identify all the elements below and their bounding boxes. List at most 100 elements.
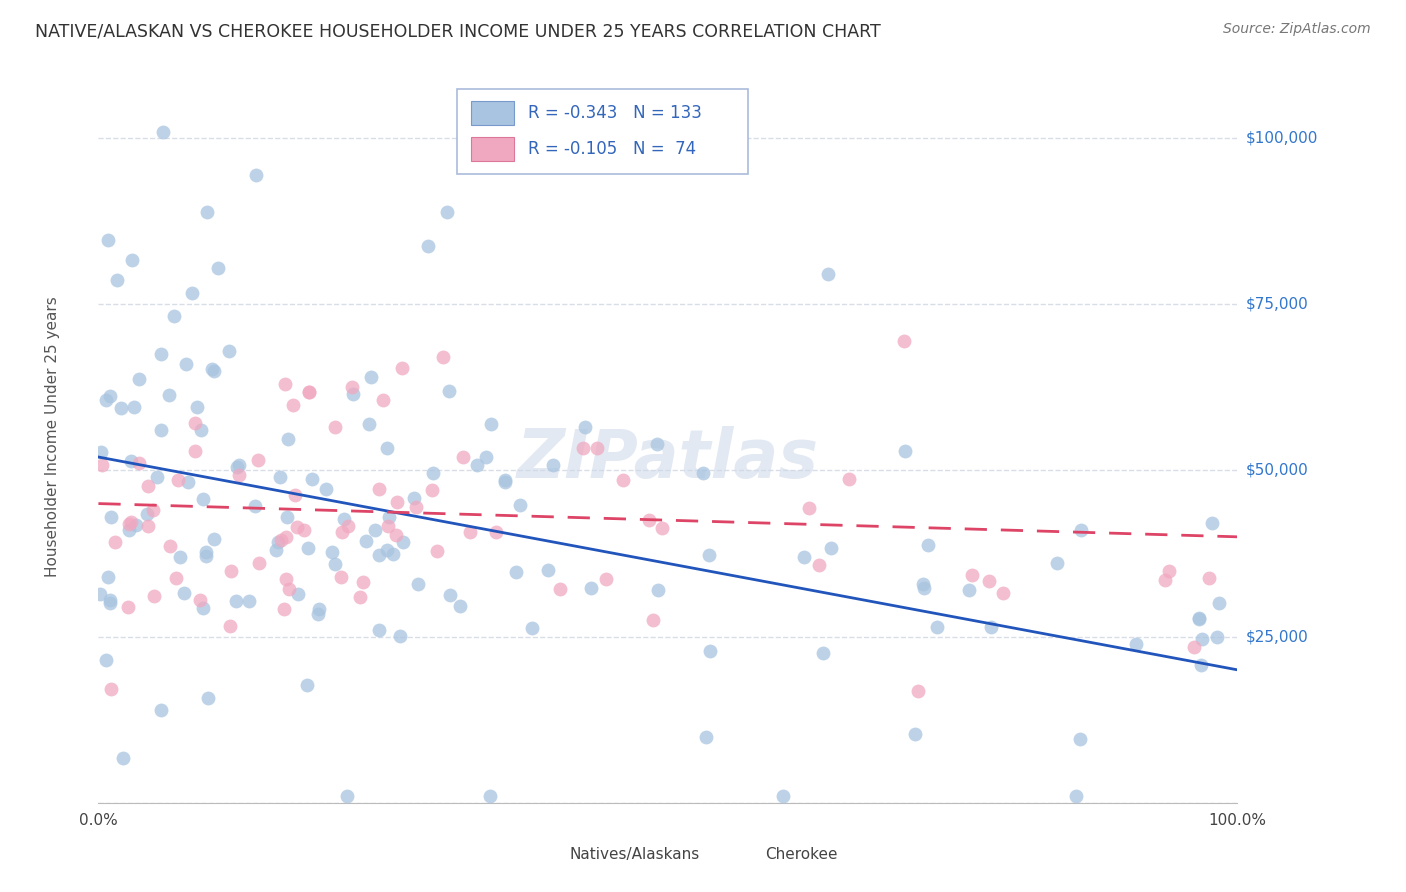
- Point: [159, 539, 181, 553]
- Point: [201, 362, 224, 376]
- Point: [377, 441, 399, 455]
- Point: [121, 252, 143, 267]
- Point: [166, 474, 188, 488]
- Point: [807, 558, 830, 573]
- Point: [699, 644, 721, 658]
- Point: [586, 441, 609, 455]
- Point: [522, 621, 544, 635]
- Text: ZIPatlas: ZIPatlas: [517, 426, 818, 492]
- Point: [692, 466, 714, 480]
- Point: [330, 524, 353, 539]
- Point: [368, 623, 391, 637]
- Point: [110, 401, 132, 416]
- Point: [226, 460, 249, 475]
- Point: [118, 523, 141, 537]
- Point: [103, 534, 125, 549]
- Point: [97, 233, 120, 247]
- Point: [128, 456, 150, 470]
- Point: [1201, 516, 1223, 530]
- Point: [960, 567, 983, 582]
- Point: [581, 582, 603, 596]
- Point: [574, 420, 596, 434]
- Point: [97, 570, 120, 584]
- Point: [352, 574, 374, 589]
- Point: [165, 571, 187, 585]
- Point: [218, 343, 240, 358]
- Point: [799, 500, 821, 515]
- Point: [128, 372, 150, 386]
- Point: [100, 509, 122, 524]
- Point: [301, 472, 323, 486]
- Point: [439, 588, 461, 602]
- Point: [485, 525, 508, 540]
- Point: [378, 510, 401, 524]
- Point: [606, 153, 628, 168]
- Point: [699, 548, 721, 562]
- Point: [360, 369, 382, 384]
- Point: [813, 647, 835, 661]
- Text: R = -0.105   N =  74: R = -0.105 N = 74: [527, 140, 696, 158]
- Text: NATIVE/ALASKAN VS CHEROKEE HOUSEHOLDER INCOME UNDER 25 YEARS CORRELATION CHART: NATIVE/ALASKAN VS CHEROKEE HOUSEHOLDER I…: [35, 22, 882, 40]
- Point: [287, 587, 309, 601]
- Point: [340, 380, 363, 394]
- Point: [980, 620, 1002, 634]
- Point: [138, 519, 160, 533]
- Point: [117, 516, 139, 531]
- Point: [418, 239, 440, 253]
- Text: $100,000: $100,000: [1246, 130, 1317, 145]
- Point: [194, 545, 217, 559]
- FancyBboxPatch shape: [520, 846, 561, 863]
- Point: [1208, 597, 1230, 611]
- Point: [917, 538, 939, 552]
- Point: [247, 453, 270, 467]
- Point: [283, 398, 305, 412]
- Point: [100, 681, 122, 696]
- Point: [276, 509, 298, 524]
- Point: [98, 389, 121, 403]
- Text: $75,000: $75,000: [1246, 297, 1309, 311]
- Point: [772, 789, 794, 804]
- Point: [645, 437, 668, 451]
- Point: [284, 488, 307, 502]
- Point: [186, 400, 208, 414]
- Point: [333, 512, 356, 526]
- Point: [277, 432, 299, 446]
- Point: [509, 498, 531, 512]
- Point: [458, 524, 481, 539]
- Point: [90, 445, 112, 459]
- Point: [124, 517, 146, 532]
- Point: [188, 593, 211, 607]
- Point: [298, 385, 321, 400]
- Point: [245, 168, 267, 182]
- Point: [266, 543, 288, 558]
- Point: [295, 678, 318, 692]
- Point: [219, 564, 242, 578]
- Point: [323, 419, 346, 434]
- Point: [181, 286, 204, 301]
- Point: [297, 541, 319, 555]
- Point: [375, 542, 398, 557]
- Point: [117, 599, 139, 614]
- Point: [150, 347, 173, 361]
- Point: [276, 530, 298, 544]
- Point: [292, 523, 315, 537]
- Point: [357, 417, 380, 432]
- Point: [695, 730, 717, 744]
- Point: [1069, 731, 1091, 746]
- Point: [325, 557, 347, 571]
- Point: [541, 458, 564, 472]
- Point: [169, 550, 191, 565]
- Point: [202, 533, 225, 547]
- Point: [184, 444, 207, 458]
- Point: [152, 124, 174, 138]
- Point: [391, 360, 413, 375]
- Point: [191, 601, 214, 615]
- Point: [245, 500, 267, 514]
- Text: $50,000: $50,000: [1246, 463, 1309, 478]
- Point: [385, 528, 408, 542]
- Point: [1153, 573, 1175, 587]
- Point: [1188, 611, 1211, 625]
- Point: [207, 260, 229, 275]
- Point: [150, 423, 173, 437]
- Point: [94, 653, 117, 667]
